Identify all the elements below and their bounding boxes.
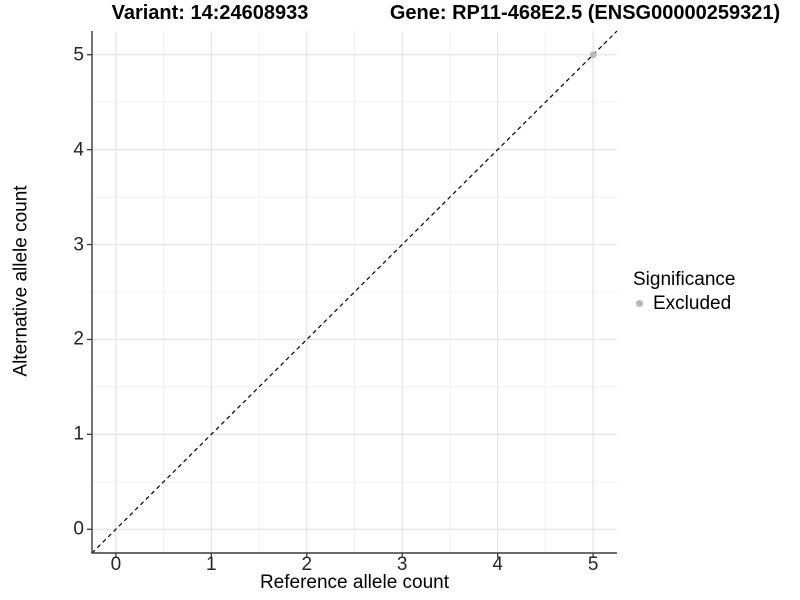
x-tick-label: 2 [301, 554, 313, 575]
x-tick-label: 0 [110, 554, 122, 575]
gene-title: Gene: RP11-468E2.5 (ENSG00000259321) [389, 2, 781, 24]
y-tick-label: 5 [73, 44, 84, 66]
y-tick-label: 2 [73, 328, 84, 350]
x-tick-label: 4 [492, 554, 503, 575]
legend-title: Significance [633, 269, 736, 290]
y-axis-title: Alternative allele count [10, 185, 32, 377]
identity-line [91, 30, 618, 554]
data-point [589, 51, 597, 59]
y-tick-label: 4 [73, 139, 84, 161]
excluded-dot-icon [636, 300, 643, 307]
x-tick-label: 3 [396, 554, 408, 575]
variant-title: Variant: 14:24608933 [111, 2, 309, 24]
legend-item-label: Excluded [653, 293, 732, 314]
x-axis-title: Reference allele count [259, 572, 450, 593]
legend: Significance Excluded [633, 270, 735, 313]
x-tick-label: 1 [206, 554, 217, 575]
x-tick-label: 5 [587, 554, 599, 575]
y-tick-label: 0 [73, 518, 84, 540]
legend-item-excluded: Excluded [633, 294, 735, 313]
y-tick-label: 3 [73, 234, 84, 256]
y-tick-label: 1 [73, 423, 84, 445]
